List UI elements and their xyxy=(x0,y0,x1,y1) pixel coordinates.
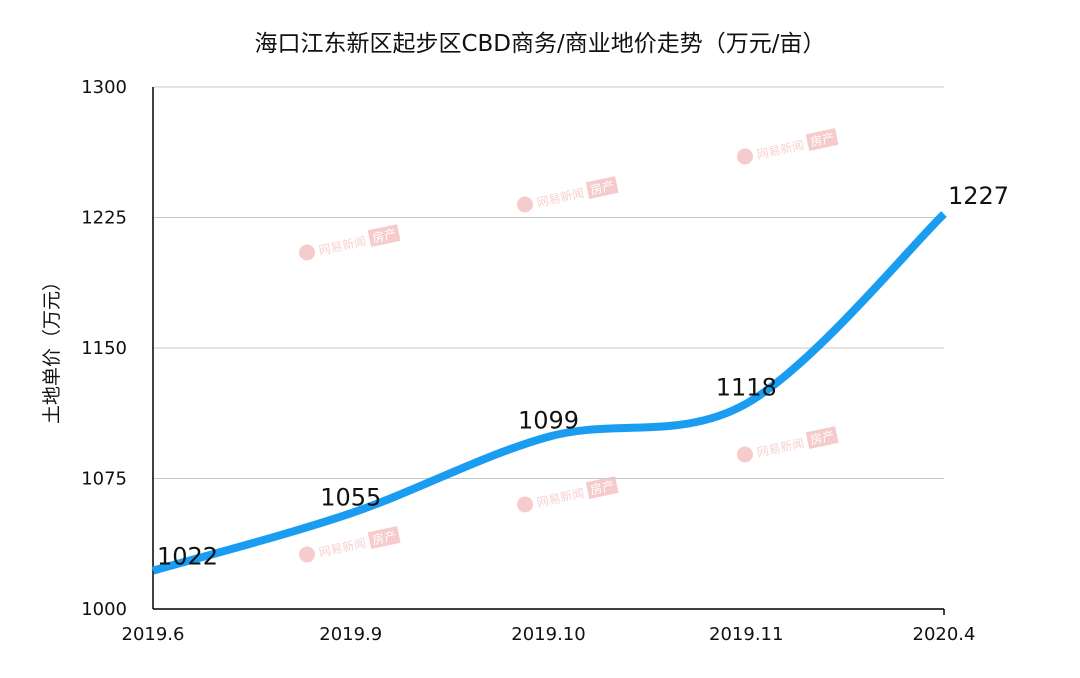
watermark-label: 网易新闻 xyxy=(317,535,367,560)
watermark-label: 网易新闻 xyxy=(535,485,585,510)
y-tick-labels: 1000 1075 1150 1225 1300 xyxy=(81,77,127,620)
watermark-logo-icon xyxy=(736,446,753,463)
x-tick-label: 2019.6 xyxy=(122,624,185,645)
watermark-badge xyxy=(805,128,839,151)
watermark-badge-label: 房产 xyxy=(371,226,398,246)
watermark-label: 网易新闻 xyxy=(535,185,585,210)
x-tick-label: 2019.10 xyxy=(511,624,585,645)
data-label: 1055 xyxy=(320,483,381,511)
watermark-logo-icon xyxy=(298,546,315,563)
watermark-logo-icon xyxy=(516,196,533,213)
data-label: 1099 xyxy=(518,407,579,435)
data-label: 1118 xyxy=(716,374,777,402)
watermark-badge-label: 房产 xyxy=(809,130,836,150)
x-tick-label: 2020.4 xyxy=(913,624,976,645)
watermark-badge-label: 房产 xyxy=(809,428,836,448)
y-tick-label: 1225 xyxy=(81,208,127,229)
y-tick-label: 1000 xyxy=(81,599,127,620)
watermark-badge-label: 房产 xyxy=(371,528,398,548)
watermark-label: 网易新闻 xyxy=(755,435,805,460)
y-axis-label: 土地单价（万元） xyxy=(41,272,63,424)
watermark-badge xyxy=(367,224,401,247)
series-layer xyxy=(151,211,947,575)
watermark: 网易新闻 房产 xyxy=(298,224,401,261)
x-tick-label: 2019.11 xyxy=(709,624,783,645)
watermark-badge xyxy=(585,476,619,499)
series-line xyxy=(151,211,947,575)
watermark-badge xyxy=(805,426,839,449)
watermark-badge-label: 房产 xyxy=(589,178,616,198)
chart-title: 海口江东新区起步区CBD商务/商业地价走势（万元/亩） xyxy=(254,31,825,57)
watermark-label: 网易新闻 xyxy=(755,137,805,162)
axes xyxy=(152,87,945,615)
watermark: 网易新闻 房产 xyxy=(736,426,839,463)
data-labels: 1022 1055 1099 1118 1227 xyxy=(157,182,1009,571)
y-tick-label: 1150 xyxy=(81,338,127,359)
watermark-badge xyxy=(367,526,401,549)
watermark: 网易新闻 房产 xyxy=(516,176,619,213)
y-tick-label: 1300 xyxy=(81,77,127,98)
data-label: 1022 xyxy=(157,543,218,571)
watermark-label: 网易新闻 xyxy=(317,233,367,258)
watermark: 网易新闻 房产 xyxy=(736,128,839,165)
x-tick-label: 2019.9 xyxy=(319,624,382,645)
watermark: 网易新闻 房产 xyxy=(516,476,619,513)
watermark-badge xyxy=(585,176,619,199)
watermark-logo-icon xyxy=(736,148,753,165)
y-tick-label: 1075 xyxy=(81,469,127,490)
x-tick-labels: 2019.6 2019.9 2019.10 2019.11 2020.4 xyxy=(122,624,976,645)
watermark-logo-icon xyxy=(298,244,315,261)
gridlines xyxy=(153,86,944,479)
data-label: 1227 xyxy=(948,182,1009,210)
watermark-badge-label: 房产 xyxy=(589,478,616,498)
watermark: 网易新闻 房产 xyxy=(298,526,401,563)
watermark-logo-icon xyxy=(516,496,533,513)
